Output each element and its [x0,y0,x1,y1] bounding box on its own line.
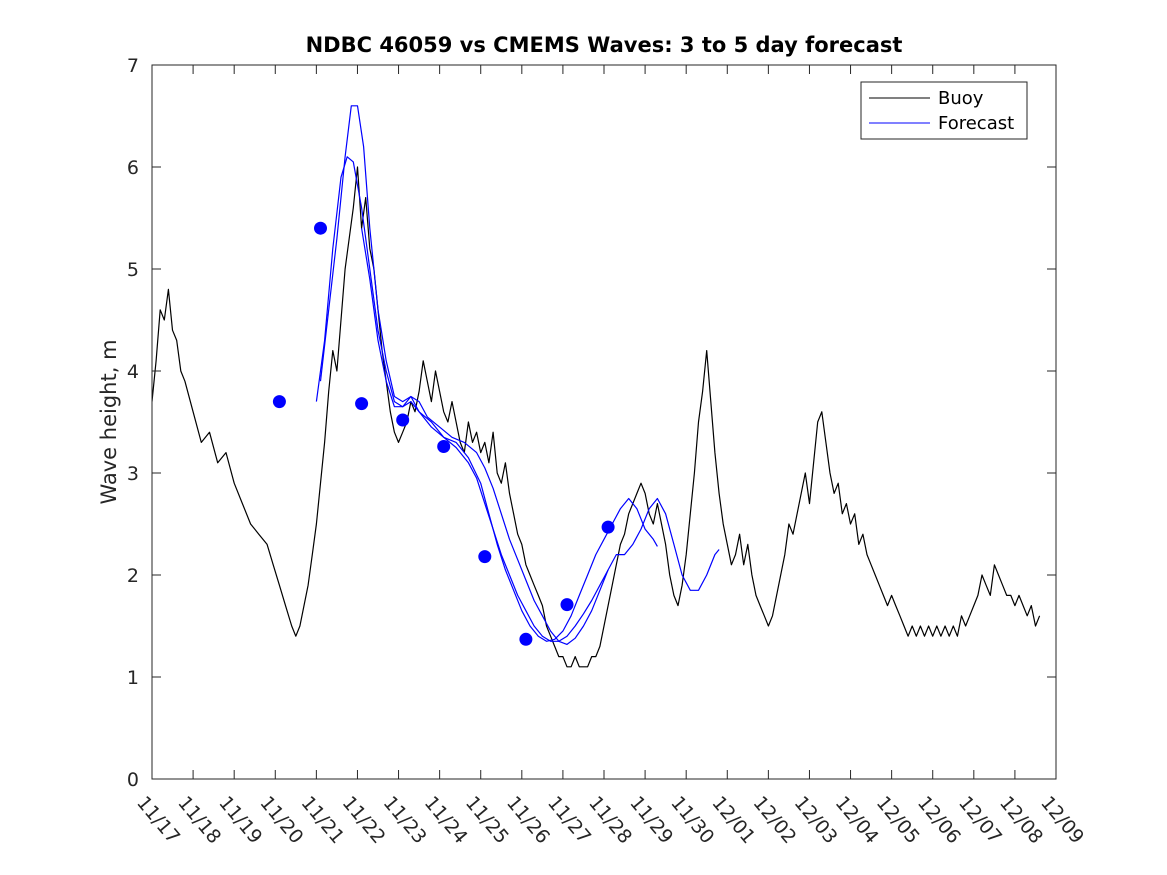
plot-area [152,65,1056,779]
x-tick-label-11: 11/28 [584,792,636,848]
legend-box [860,81,1028,140]
series-clip-group [152,105,1041,668]
x-tick-label-13: 11/30 [666,792,718,848]
legend-entry-forecast: Forecast [938,113,1014,134]
x-tick-label-10: 11/27 [543,792,595,848]
x-tick-label-22: 12/09 [1036,792,1088,848]
forecast-marker-6 [519,632,533,646]
chart-title: NDBC 46059 vs CMEMS Waves: 3 to 5 day fo… [306,33,903,57]
x-tick-label-16: 12/03 [790,792,842,848]
forecast-marker-8 [601,520,615,534]
forecast-marker-5 [478,550,492,564]
y-tick-label-1: 1 [127,667,139,689]
x-tick-label-12: 11/29 [625,792,677,848]
y-tick-label-0: 0 [127,769,139,791]
series-line-forecast-1 [315,156,609,642]
x-tick-label-5: 11/22 [338,792,390,848]
x-tick-label-19: 12/06 [913,792,965,848]
x-tick-label-2: 11/19 [214,792,266,848]
legend: Buoy Forecast [860,81,1028,140]
x-tick-label-15: 12/02 [749,792,801,848]
y-tick-label-4: 4 [127,361,139,383]
x-tick-label-14: 12/01 [707,792,759,848]
forecast-marker-4 [437,440,451,453]
y-tick-label-6: 6 [127,157,139,179]
legend-entry-buoy: Buoy [938,88,984,109]
series-layer [152,105,1041,668]
x-tick-label-20: 12/07 [954,792,1006,848]
x-tick-label-21: 12/08 [995,792,1047,848]
forecast-marker-1 [314,221,327,235]
y-tick-label-5: 5 [127,259,139,281]
series-line-buoy [152,166,1041,668]
x-tick-label-1: 11/18 [173,792,225,848]
forecast-marker-2 [355,397,369,411]
x-tick-label-6: 11/23 [379,792,431,848]
series-line-forecast-0 [319,105,720,645]
y-tick-label-7: 7 [127,55,139,77]
x-tick-label-9: 11/26 [502,792,554,848]
x-tick-label-3: 11/20 [255,792,307,848]
x-tick-label-18: 12/05 [872,792,924,848]
x-tick-label-17: 12/04 [831,792,883,848]
forecast-marker-0 [272,395,286,409]
y-axis-label: Wave height, m [97,339,121,504]
x-tick-label-8: 11/25 [461,792,513,848]
series-line-forecast-2 [361,228,658,642]
x-tick-label-4: 11/21 [297,792,349,848]
x-tick-label-7: 11/24 [420,792,472,848]
y-tick-label-2: 2 [127,565,139,587]
forecast-marker-7 [560,598,574,612]
y-tick-label-3: 3 [127,463,139,485]
forecast-marker-3 [396,413,410,427]
x-tick-label-0: 11/17 [132,792,184,848]
